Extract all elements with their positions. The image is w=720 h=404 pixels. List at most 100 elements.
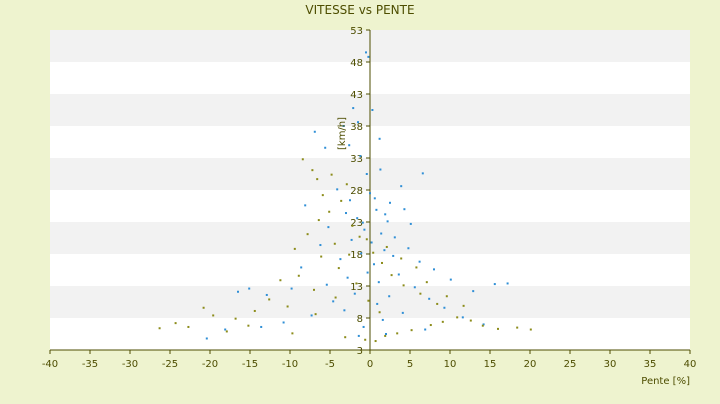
data-point-series-1 xyxy=(325,283,328,286)
data-point-series-1 xyxy=(324,146,327,149)
data-point-series-2 xyxy=(286,305,289,308)
data-point-series-2 xyxy=(253,309,256,312)
data-point-series-2 xyxy=(385,245,388,248)
data-point-series-2 xyxy=(456,316,459,319)
data-point-series-2 xyxy=(279,279,282,282)
x-tick-label: 40 xyxy=(684,359,697,370)
data-point-series-2 xyxy=(212,314,215,317)
data-point-series-2 xyxy=(316,178,319,181)
data-point-series-1 xyxy=(332,300,335,303)
data-point-series-2 xyxy=(425,281,428,284)
y-tick-label: 18 xyxy=(350,250,363,261)
data-point-series-1 xyxy=(366,271,369,274)
data-point-series-1 xyxy=(397,273,400,276)
data-point-series-1 xyxy=(407,247,410,250)
data-point-series-1 xyxy=(377,281,380,284)
data-point-series-2 xyxy=(306,233,309,236)
data-point-series-2 xyxy=(158,327,161,330)
data-point-series-2 xyxy=(337,267,340,270)
data-point-series-1 xyxy=(378,137,381,140)
data-point-series-1 xyxy=(361,221,364,224)
data-point-series-2 xyxy=(410,329,413,332)
data-point-series-2 xyxy=(311,169,314,172)
data-point-series-1 xyxy=(343,309,346,312)
data-point-series-2 xyxy=(268,298,271,301)
x-tick-label: -10 xyxy=(282,359,298,370)
data-point-series-1 xyxy=(313,130,316,133)
data-point-series-2 xyxy=(481,324,484,327)
data-point-series-1 xyxy=(388,295,391,298)
data-point-series-1 xyxy=(224,328,227,331)
x-tick-label: -35 xyxy=(82,359,98,370)
data-point-series-1 xyxy=(433,268,435,271)
y-tick-label: 43 xyxy=(350,90,363,101)
data-point-series-1 xyxy=(370,241,373,244)
data-point-series-2 xyxy=(321,194,324,197)
data-point-series-1 xyxy=(365,51,367,54)
data-point-series-2 xyxy=(365,238,368,241)
data-point-series-1 xyxy=(472,290,475,293)
y-axis-label: [km/h] xyxy=(337,117,348,150)
data-point-series-1 xyxy=(449,278,452,281)
x-tick-label: 35 xyxy=(644,359,657,370)
x-tick-label: -40 xyxy=(42,359,58,370)
data-point-series-2 xyxy=(340,199,343,202)
data-point-series-2 xyxy=(529,328,532,331)
data-point-series-1 xyxy=(265,293,268,296)
data-point-series-1 xyxy=(260,325,263,328)
data-point-series-2 xyxy=(400,257,403,260)
data-point-series-1 xyxy=(339,258,342,261)
x-tick-label: -5 xyxy=(325,359,335,370)
data-point-series-1 xyxy=(380,232,383,235)
data-point-series-1 xyxy=(248,287,251,290)
x-tick-label: 25 xyxy=(564,359,577,370)
y-tick-label: 53 xyxy=(350,26,363,37)
data-point-series-2 xyxy=(445,295,448,298)
data-point-series-2 xyxy=(364,338,367,341)
data-point-series-1 xyxy=(363,228,366,231)
data-point-series-2 xyxy=(301,158,304,161)
data-point-series-1 xyxy=(506,282,509,285)
data-point-series-2 xyxy=(234,317,237,320)
x-tick-label: -15 xyxy=(242,359,258,370)
data-point-series-2 xyxy=(314,313,317,316)
x-tick-label: 30 xyxy=(604,359,617,370)
data-point-series-1 xyxy=(401,311,404,314)
data-point-series-2 xyxy=(436,302,439,305)
data-point-series-2 xyxy=(429,324,432,327)
data-point-series-1 xyxy=(310,314,313,317)
data-point-series-1 xyxy=(384,213,387,216)
data-point-series-1 xyxy=(304,204,307,207)
x-tick-label: -20 xyxy=(202,359,218,370)
data-point-series-2 xyxy=(516,326,519,329)
data-points xyxy=(158,51,532,343)
data-point-series-1 xyxy=(282,321,285,324)
data-point-series-1 xyxy=(353,292,356,295)
data-point-series-1 xyxy=(348,144,351,147)
data-point-series-2 xyxy=(374,340,377,343)
data-point-series-2 xyxy=(497,327,499,330)
data-point-series-2 xyxy=(415,266,418,269)
x-tick-label: 10 xyxy=(444,359,457,370)
data-point-series-2 xyxy=(174,322,177,325)
data-point-series-2 xyxy=(247,324,250,327)
data-point-series-1 xyxy=(443,306,446,309)
y-tick-label: 3 xyxy=(357,346,363,357)
data-point-series-2 xyxy=(187,325,190,328)
data-point-series-2 xyxy=(293,247,296,250)
data-point-series-1 xyxy=(400,185,403,188)
data-point-series-1 xyxy=(346,276,349,279)
data-point-series-1 xyxy=(375,208,378,211)
data-point-series-2 xyxy=(381,261,383,264)
data-point-series-2 xyxy=(297,274,300,277)
data-point-series-1 xyxy=(205,337,208,340)
data-point-series-1 xyxy=(357,121,359,124)
data-point-series-2 xyxy=(330,173,333,176)
data-point-series-1 xyxy=(381,318,384,321)
data-point-series-1 xyxy=(385,333,387,335)
data-point-series-2 xyxy=(372,251,375,254)
data-point-series-1 xyxy=(327,226,330,229)
data-point-series-2 xyxy=(402,284,405,287)
